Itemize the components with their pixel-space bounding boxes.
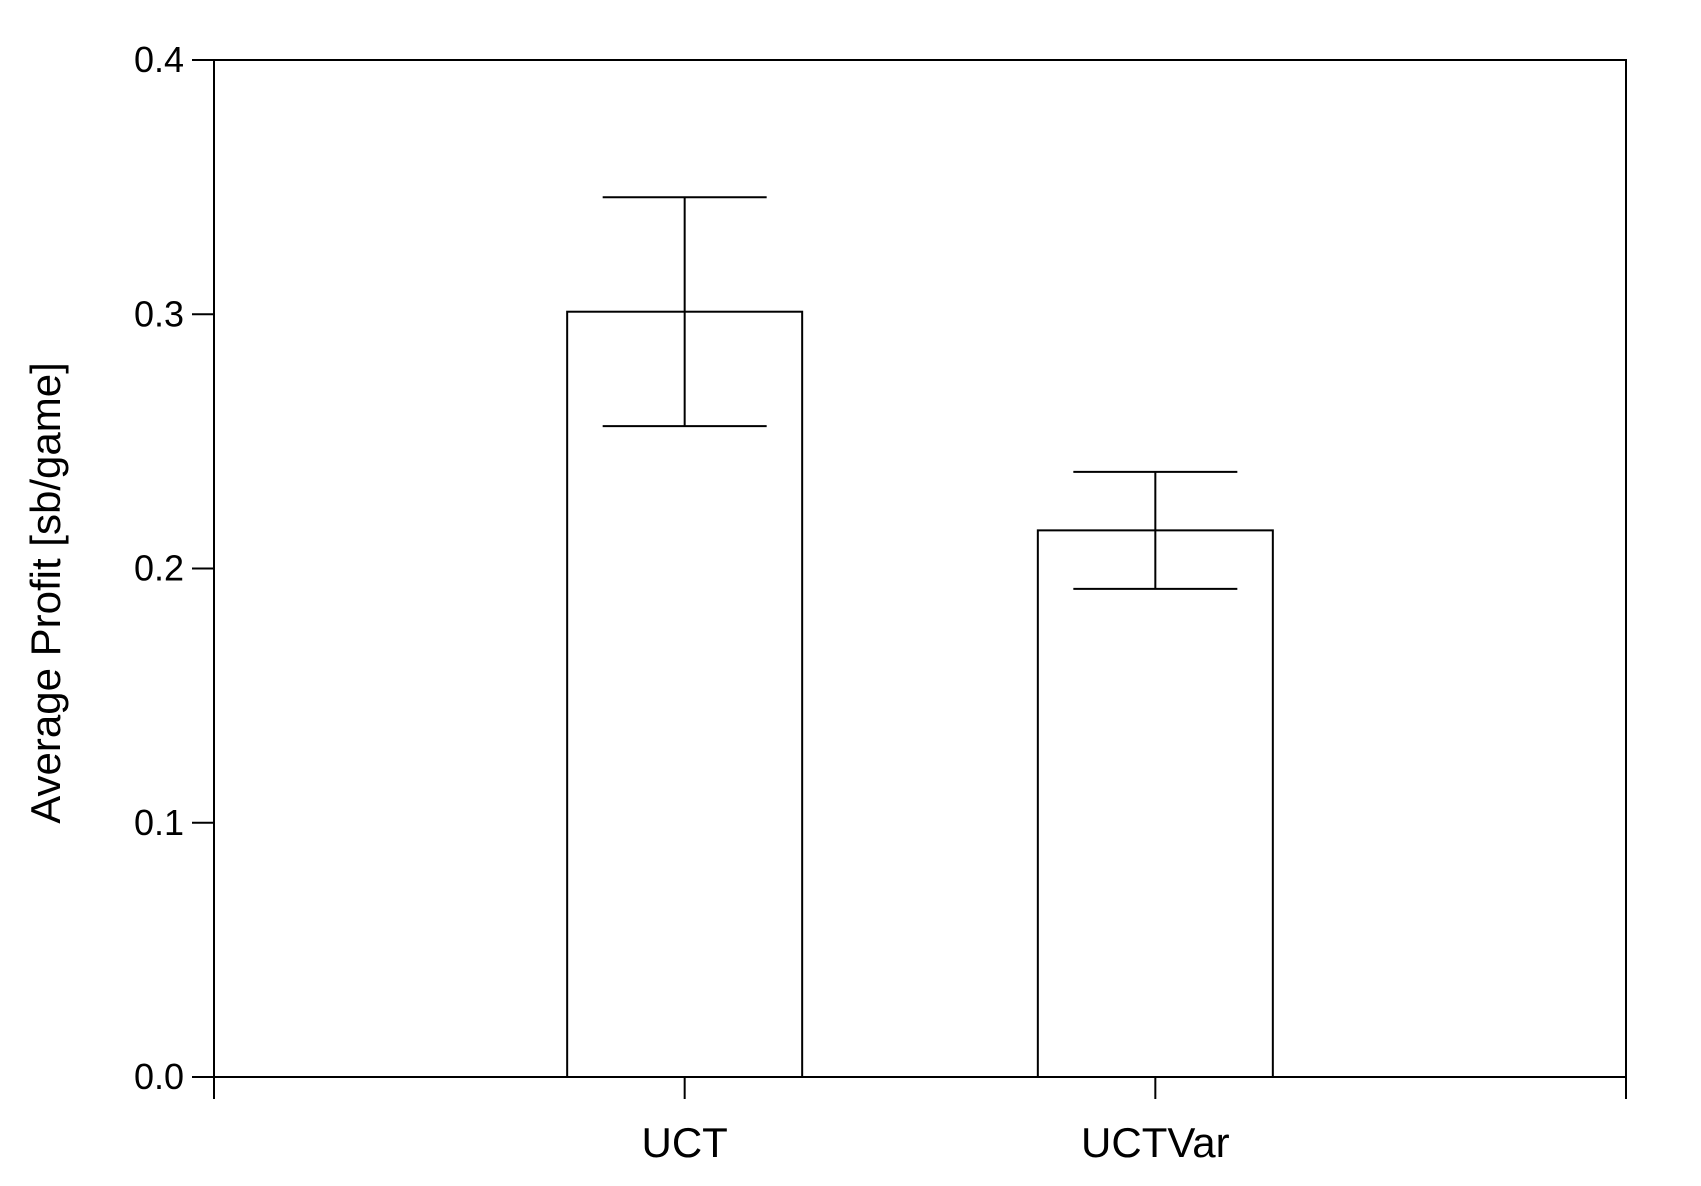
bar-uctvar xyxy=(1036,529,1274,1078)
y-axis-title: Average Profit [sb/game] xyxy=(22,362,69,823)
x-category-label: UCTVar xyxy=(1081,1119,1230,1166)
y-tick-label: 0.4 xyxy=(134,39,184,80)
y-tick-label: 0.3 xyxy=(134,293,184,334)
error-bars-layer xyxy=(602,196,1238,590)
ticks-layer: 0.0 0.1 0.2 0.3 0.4 xyxy=(134,39,1627,1099)
bars-layer xyxy=(566,310,1274,1078)
bar-uct xyxy=(566,310,804,1078)
x-category-label: UCT xyxy=(642,1119,728,1166)
y-tick-label: 0.1 xyxy=(134,802,184,843)
y-tick-label: 0.2 xyxy=(134,548,184,589)
labels-layer: Average Profit [sb/game] UCT UCTVar xyxy=(22,362,1230,1166)
y-tick-label: 0.0 xyxy=(134,1056,184,1097)
plot-frame-layer xyxy=(213,59,1627,1078)
plot-frame xyxy=(213,59,1627,1078)
